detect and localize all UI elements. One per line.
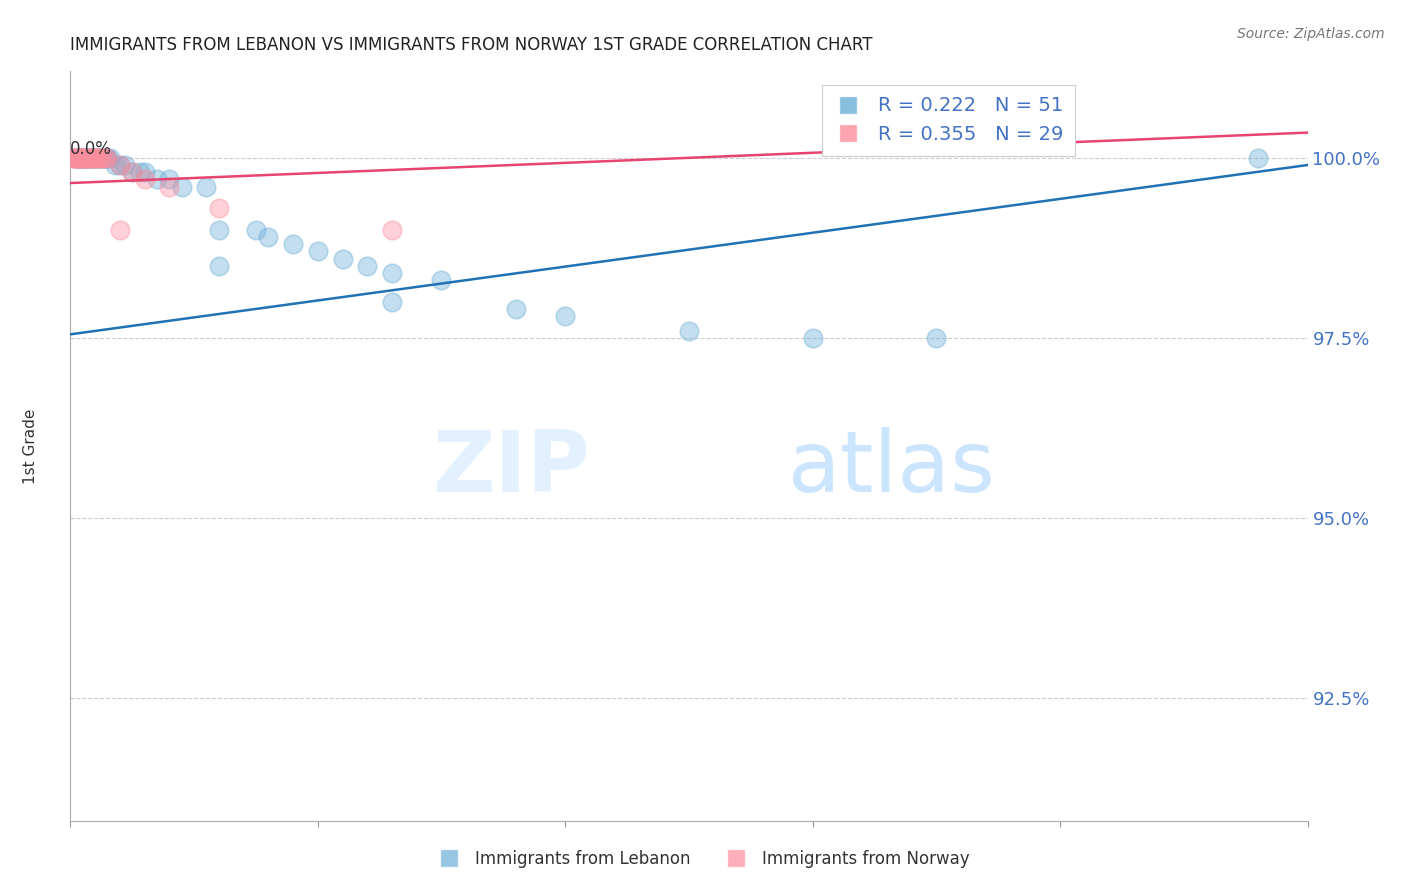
Point (554, 310, 576, 324)
Point (104, 158, 127, 172)
Point (75, 151, 97, 165)
Point (208, 223, 231, 237)
Point (381, 294, 404, 309)
Point (72, 151, 94, 165)
Point (89, 151, 111, 165)
Point (69, 151, 91, 165)
Point (208, 259, 231, 273)
Point (257, 230, 280, 244)
Point (96, 151, 118, 165)
Point (72, 151, 94, 165)
Text: 0.0%: 0.0% (70, 140, 112, 158)
Point (79, 151, 101, 165)
Point (121, 165, 143, 179)
Point (62, 151, 84, 165)
Point (66, 151, 89, 165)
Point (281, 237, 304, 252)
Text: atlas: atlas (787, 427, 995, 510)
Point (128, 165, 150, 179)
Point (108, 158, 131, 172)
Point (925, 331, 948, 345)
Point (84, 151, 107, 165)
Point (69, 151, 91, 165)
Point (76, 151, 98, 165)
Point (96, 151, 118, 165)
Point (91, 151, 114, 165)
Text: ZIP: ZIP (432, 427, 591, 510)
Point (307, 244, 329, 259)
Point (157, 179, 180, 194)
Point (66, 151, 89, 165)
Point (65, 151, 87, 165)
Point (72, 151, 94, 165)
Point (121, 165, 143, 179)
Point (66, 151, 89, 165)
Text: 1st Grade: 1st Grade (24, 409, 38, 483)
Point (134, 165, 156, 179)
Point (86, 151, 108, 165)
Point (66, 151, 89, 165)
Point (89, 151, 111, 165)
Point (69, 151, 91, 165)
Point (65, 151, 87, 165)
Point (76, 151, 98, 165)
Point (146, 172, 169, 186)
Point (75, 151, 97, 165)
Point (65, 151, 87, 165)
Point (332, 252, 354, 266)
Point (381, 266, 404, 280)
Legend: Immigrants from Lebanon, Immigrants from Norway: Immigrants from Lebanon, Immigrants from… (430, 844, 976, 875)
Point (108, 223, 131, 237)
Point (72, 151, 94, 165)
Point (208, 201, 231, 215)
Point (86, 151, 108, 165)
Point (430, 273, 453, 287)
Point (69, 151, 91, 165)
Point (1247, 151, 1270, 165)
Point (75, 151, 97, 165)
Point (75, 151, 97, 165)
Point (98, 151, 121, 165)
Text: IMMIGRANTS FROM LEBANON VS IMMIGRANTS FROM NORWAY 1ST GRADE CORRELATION CHART: IMMIGRANTS FROM LEBANON VS IMMIGRANTS FR… (70, 36, 873, 54)
Point (82, 151, 104, 165)
Point (245, 223, 267, 237)
Point (678, 324, 700, 338)
Point (91, 151, 114, 165)
Point (114, 158, 136, 172)
Point (134, 172, 156, 186)
Point (381, 223, 404, 237)
Legend: R = 0.222   N = 51, R = 0.355   N = 29: R = 0.222 N = 51, R = 0.355 N = 29 (821, 85, 1076, 156)
Point (79, 151, 101, 165)
Point (94, 151, 117, 165)
Point (505, 302, 527, 317)
Point (96, 151, 118, 165)
Point (157, 172, 180, 186)
Point (195, 179, 218, 194)
Point (356, 259, 378, 273)
Point (79, 151, 101, 165)
Point (84, 151, 107, 165)
Point (82, 151, 104, 165)
Point (94, 151, 117, 165)
Point (801, 331, 824, 345)
Point (79, 151, 101, 165)
Point (84, 151, 107, 165)
Point (84, 151, 107, 165)
Point (89, 151, 111, 165)
Text: Source: ZipAtlas.com: Source: ZipAtlas.com (1237, 27, 1385, 41)
Point (108, 158, 131, 172)
Point (170, 179, 193, 194)
Point (76, 151, 98, 165)
